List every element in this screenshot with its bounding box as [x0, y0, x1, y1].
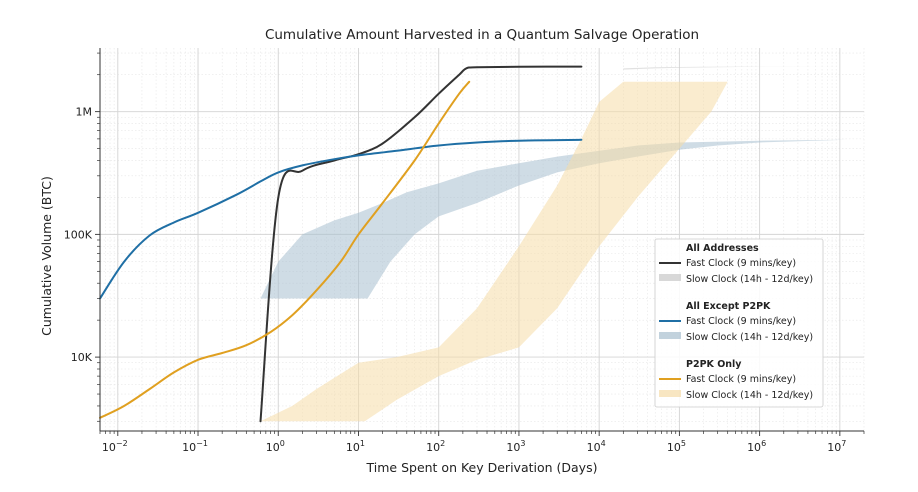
legend-band-label-all-except-p2pk: Slow Clock (14h - 12d/key) [686, 332, 813, 343]
legend-group-title-all-addresses: All Addresses [686, 243, 759, 254]
x-tick-exponent: 4 [601, 439, 606, 448]
y-tick-label: 10K [71, 351, 93, 364]
line-p2pk-only [99, 80, 471, 419]
legend-line-label-all-addresses: Fast Clock (9 mins/key) [686, 258, 796, 269]
x-tick-exponent: 1 [360, 439, 365, 448]
line-all-addresses [259, 65, 583, 423]
x-axis-title: Time Spent on Key Derivation (Days) [366, 460, 598, 475]
y-tick-label: 100K [64, 228, 93, 241]
band-p2pk-only [260, 81, 728, 422]
x-tick-exponent: 0 [280, 439, 285, 448]
legend-band-swatch-p2pk-only [659, 390, 681, 397]
x-tick-exponent: 2 [440, 439, 445, 448]
legend: All Addresses Fast Clock (9 mins/key) Slow… [654, 238, 824, 408]
line-all-except-p2pk [99, 138, 583, 300]
x-tick-exponent: 5 [681, 439, 686, 448]
band-all-except-p2pk [260, 139, 847, 299]
x-tick-exponent: 7 [841, 439, 846, 448]
legend-line-label-all-except-p2pk: Fast Clock (9 mins/key) [686, 316, 796, 327]
legend-group-title-all-except-p2pk: All Except P2PK [686, 301, 771, 312]
legend-line-label-p2pk-only: Fast Clock (9 mins/key) [686, 374, 796, 385]
x-tick-exponent: −1 [196, 439, 208, 448]
legend-band-swatch-all-addresses [659, 274, 681, 281]
x-tick-exponent: −2 [116, 439, 128, 448]
legend-box [654, 238, 824, 408]
legend-band-label-p2pk-only: Slow Clock (14h - 12d/key) [686, 390, 813, 401]
y-axis-title: Cumulative Volume (BTC) [39, 176, 54, 336]
y-tick-label: 1M [76, 106, 93, 119]
x-tick-exponent: 3 [520, 439, 525, 448]
legend-group-title-p2pk-only: P2PK Only [686, 359, 742, 370]
band-all-addresses [623, 66, 847, 70]
axis-layer: 10−2 10−1 100 101 102 103 104 105 106 10710K100K1… [64, 48, 865, 454]
band-layer [260, 66, 847, 422]
chart-title: Cumulative Amount Harvested in a Quantum… [265, 27, 699, 43]
legend-band-label-all-addresses: Slow Clock (14h - 12d/key) [686, 274, 813, 285]
line-layer [99, 65, 583, 423]
x-tick-exponent: 6 [761, 439, 766, 448]
legend-band-swatch-all-except-p2pk [659, 332, 681, 339]
